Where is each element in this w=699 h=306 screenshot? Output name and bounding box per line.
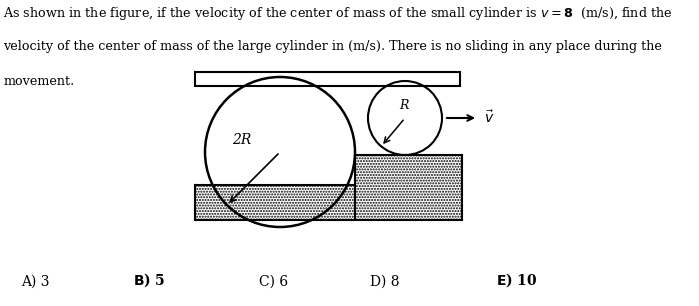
Text: As shown in the figure, if the velocity of the center of mass of the small cylin: As shown in the figure, if the velocity …	[3, 5, 673, 22]
Bar	[195, 185, 355, 220]
Text: 2R: 2R	[232, 133, 252, 147]
Text: $\mathbf{B}$) 5: $\mathbf{B}$) 5	[133, 271, 166, 289]
Bar	[355, 155, 462, 220]
Text: velocity of the center of mass of the large cylinder in (m/s). There is no slidi: velocity of the center of mass of the la…	[3, 40, 663, 53]
Text: A) 3: A) 3	[21, 275, 50, 289]
Text: $\mathbf{E}$) 10: $\mathbf{E}$) 10	[496, 271, 538, 289]
Text: R: R	[399, 99, 408, 112]
Bar	[195, 72, 460, 86]
Text: movement.: movement.	[3, 75, 75, 88]
Text: $\vec{v}$: $\vec{v}$	[484, 110, 494, 126]
Text: D) 8: D) 8	[370, 275, 400, 289]
Text: C) 6: C) 6	[259, 275, 288, 289]
